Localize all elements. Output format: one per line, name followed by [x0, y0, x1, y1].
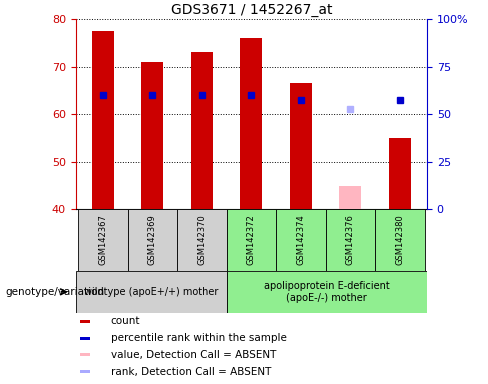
Bar [127, 209, 177, 271]
Text: GSM142367: GSM142367 [99, 215, 107, 265]
Title: GDS3671 / 1452267_at: GDS3671 / 1452267_at [171, 3, 332, 17]
Text: wildtype (apoE+/+) mother: wildtype (apoE+/+) mother [84, 287, 218, 297]
Text: GSM142374: GSM142374 [296, 215, 305, 265]
Bar [76, 271, 226, 313]
Text: rank, Detection Call = ABSENT: rank, Detection Call = ABSENT [111, 367, 271, 377]
Bar [80, 337, 90, 340]
Bar [325, 209, 375, 271]
Bar [226, 271, 427, 313]
Bar [375, 209, 425, 271]
Bar [226, 209, 276, 271]
Text: GSM142380: GSM142380 [395, 215, 404, 265]
Text: GSM142369: GSM142369 [148, 215, 157, 265]
Bar [80, 370, 90, 373]
Bar [339, 185, 362, 209]
Bar [92, 31, 114, 209]
Bar [240, 38, 263, 209]
Bar [78, 209, 127, 271]
Text: genotype/variation: genotype/variation [5, 287, 104, 297]
Bar [388, 138, 411, 209]
Text: GSM142370: GSM142370 [197, 215, 206, 265]
Text: count: count [111, 316, 140, 326]
Bar [290, 83, 312, 209]
Text: value, Detection Call = ABSENT: value, Detection Call = ABSENT [111, 350, 276, 360]
Bar [276, 209, 325, 271]
Bar [191, 53, 213, 209]
Bar [80, 320, 90, 323]
Text: GSM142376: GSM142376 [346, 215, 355, 265]
Text: GSM142372: GSM142372 [247, 215, 256, 265]
Text: apolipoprotein E-deficient
(apoE-/-) mother: apolipoprotein E-deficient (apoE-/-) mot… [264, 281, 389, 303]
Bar [177, 209, 226, 271]
Text: percentile rank within the sample: percentile rank within the sample [111, 333, 286, 343]
Bar [80, 353, 90, 356]
Bar [141, 62, 163, 209]
